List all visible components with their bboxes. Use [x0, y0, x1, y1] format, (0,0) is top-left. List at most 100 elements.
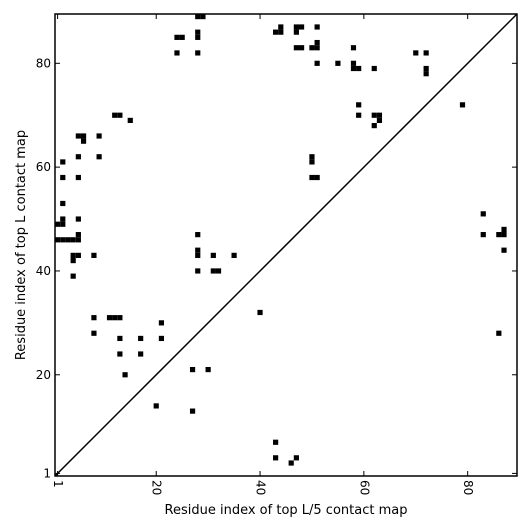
x-tick-label: 40 [254, 480, 268, 495]
contact-point [153, 403, 159, 409]
contact-point [257, 309, 263, 316]
contact-point [195, 50, 201, 56]
contact-point [350, 60, 357, 66]
contact-point [314, 39, 320, 46]
contact-point [423, 65, 429, 72]
contact-point [314, 24, 320, 30]
contact-point [423, 71, 429, 77]
contact-point [356, 102, 362, 108]
contact-point [117, 315, 123, 321]
plot-area-frame [54, 13, 518, 477]
contact-point [496, 232, 502, 238]
contact-point [60, 174, 66, 181]
contact-point [106, 315, 113, 321]
contact-point [60, 200, 66, 207]
contact-point [309, 45, 315, 51]
contact-point [55, 221, 61, 227]
contact-point [371, 65, 377, 72]
contact-point [413, 50, 419, 56]
contact-point [309, 154, 315, 160]
contact-point [371, 123, 377, 129]
contact-point [75, 133, 81, 139]
contact-point [60, 221, 66, 227]
contact-point [501, 226, 507, 233]
contact-point [91, 330, 97, 336]
contact-point [376, 112, 383, 118]
contact-point [195, 29, 201, 35]
y-tick-label: 1 [43, 466, 51, 480]
contact-point [293, 455, 299, 461]
contact-point [314, 60, 320, 66]
contact-point [158, 335, 165, 342]
contact-point [298, 24, 305, 30]
contact-point [195, 34, 201, 40]
contact-point [335, 60, 341, 66]
x-axis-title: Residue index of top L/5 contact map [165, 503, 408, 518]
contact-point [127, 117, 133, 124]
y-tick-label: 20 [36, 368, 51, 382]
contact-point [117, 335, 123, 342]
contact-point [60, 159, 66, 165]
contact-point [309, 174, 315, 181]
x-tick-label: 80 [461, 480, 475, 495]
contact-point [195, 252, 201, 258]
contact-point [122, 372, 128, 378]
contact-point [350, 65, 357, 72]
y-tick-label: 40 [36, 264, 51, 278]
contact-point [376, 117, 383, 124]
contact-point [70, 252, 76, 258]
contact-point [96, 133, 102, 139]
data-points [55, 14, 507, 466]
contact-point [278, 29, 284, 35]
contact-point [273, 455, 279, 461]
contact-point [288, 460, 294, 466]
contact-point [75, 237, 81, 243]
contact-point [459, 102, 466, 108]
contact-point [231, 252, 237, 258]
y-axis-title: Residue index of top L contact map [14, 130, 29, 360]
contact-point [273, 29, 279, 35]
contact-point [174, 50, 180, 56]
contact-point [189, 366, 196, 373]
contact-point [356, 65, 362, 72]
contact-point [195, 232, 201, 238]
contact-point [350, 45, 357, 51]
contact-point [215, 268, 222, 274]
contact-point [60, 216, 66, 222]
y-tick-label: 60 [36, 160, 51, 174]
contact-point [480, 211, 486, 217]
contact-point [480, 232, 486, 238]
contact-point [91, 315, 97, 321]
contact-point [75, 252, 81, 258]
diagonal-line [54, 13, 518, 477]
contact-point [70, 273, 76, 279]
x-tick-label: 1 [51, 480, 65, 488]
x-tick-label: 20 [150, 480, 164, 495]
contact-point [75, 174, 81, 181]
contact-point [91, 252, 97, 258]
contact-point [205, 366, 211, 373]
contact-point [189, 408, 196, 414]
contact-point [80, 138, 87, 144]
x-tick-label: 60 [357, 480, 371, 495]
contact-point [371, 112, 377, 118]
contact-point [96, 154, 102, 160]
contact-point [309, 159, 315, 165]
contact-point [293, 45, 299, 51]
contact-point [138, 351, 144, 357]
contact-point [200, 14, 206, 20]
contact-point [55, 237, 61, 243]
contact-point [195, 268, 201, 274]
contact-point [293, 24, 299, 30]
contact-point [75, 232, 81, 238]
y-tick-label: 80 [36, 56, 51, 70]
contact-point [70, 257, 76, 264]
contact-point [210, 268, 216, 274]
contact-point [65, 237, 71, 243]
contact-point [278, 24, 284, 30]
contact-point [158, 320, 165, 326]
contact-point [80, 133, 87, 139]
contact-point [423, 50, 429, 56]
contact-point [179, 34, 185, 40]
